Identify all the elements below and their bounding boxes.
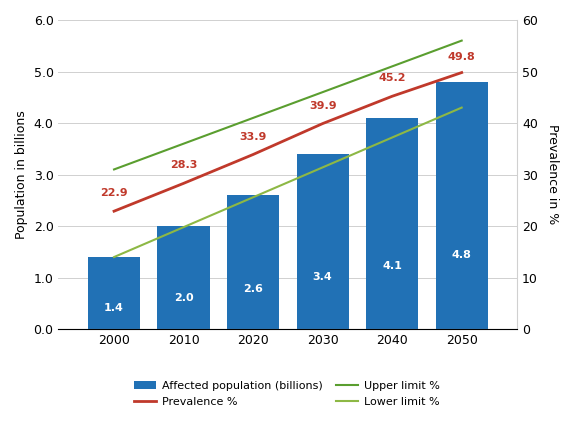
Text: 22.9: 22.9 [100,188,128,198]
Text: 3.4: 3.4 [313,272,332,282]
Line: Lower limit %: Lower limit % [114,108,461,257]
Lower limit % [111,255,118,260]
Y-axis label: Population in billions: Population in billions [15,110,28,239]
Bar [366,118,418,329]
Text: 45.2: 45.2 [378,73,406,83]
Text: 4.1: 4.1 [382,261,402,271]
Upper limit % [111,167,118,172]
Text: 2.0: 2.0 [174,293,193,303]
Text: 39.9: 39.9 [309,101,336,111]
Text: 2.6: 2.6 [243,284,263,294]
Line: Upper limit %: Upper limit % [114,40,461,169]
Text: 33.9: 33.9 [239,132,267,141]
Text: 49.8: 49.8 [448,52,475,62]
Prevalence % [319,121,326,126]
Bar [157,226,210,329]
Lower limit % [458,105,465,110]
Prevalence % [111,209,118,214]
Bar [88,257,140,329]
Upper limit % [458,38,465,43]
Prevalence % [250,152,257,157]
Prevalence % [458,70,465,75]
Line: Prevalence %: Prevalence % [114,72,461,211]
Y-axis label: Prevalence in %: Prevalence in % [546,125,559,225]
Text: 1.4: 1.4 [104,303,124,312]
Text: 28.3: 28.3 [170,160,197,171]
Prevalence % [389,94,395,99]
Bar [227,195,279,329]
Prevalence % [180,181,187,186]
Legend: Affected population (billions), Prevalence %, Upper limit %, Lower limit %: Affected population (billions), Prevalen… [130,377,444,411]
Bar [436,82,488,329]
Text: 4.8: 4.8 [452,250,472,260]
Bar [297,154,348,329]
